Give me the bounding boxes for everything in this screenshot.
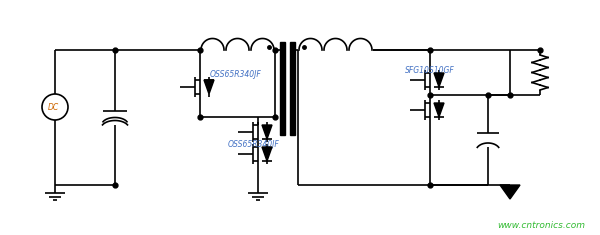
Polygon shape [262, 125, 272, 139]
Polygon shape [204, 80, 214, 94]
Text: OSS65R340JF: OSS65R340JF [228, 140, 280, 149]
Polygon shape [280, 42, 285, 135]
Polygon shape [500, 185, 520, 199]
Polygon shape [434, 103, 444, 117]
Polygon shape [434, 73, 444, 87]
Circle shape [42, 94, 68, 120]
Text: SFG10S10GF: SFG10S10GF [405, 66, 455, 75]
Polygon shape [290, 42, 295, 135]
Polygon shape [262, 147, 272, 161]
Text: DC: DC [47, 102, 59, 111]
Text: OSS65R340JF: OSS65R340JF [210, 70, 262, 79]
Text: www.cntronics.com: www.cntronics.com [497, 221, 585, 230]
